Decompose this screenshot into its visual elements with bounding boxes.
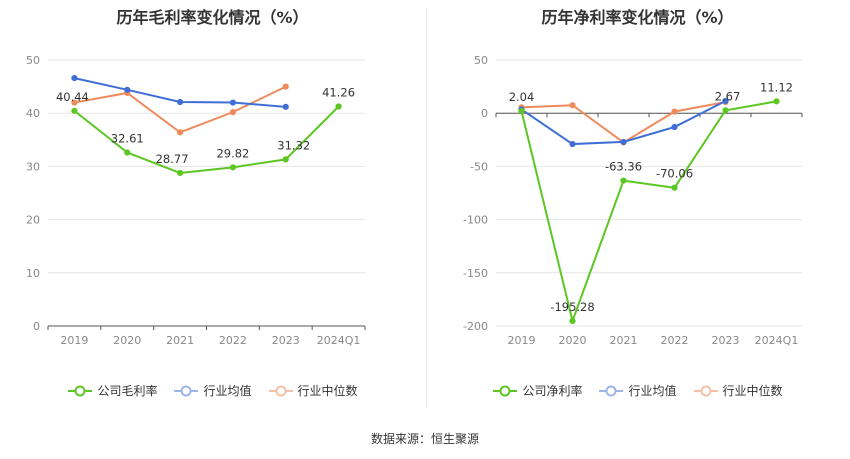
series-point-0[interactable]	[282, 156, 289, 163]
legend-marker-avg-icon	[599, 385, 624, 396]
legend-marker-median-icon	[268, 385, 293, 396]
series-point-0[interactable]	[335, 103, 342, 110]
x-tick-label: 2023	[272, 334, 300, 347]
data-label: 28.77	[156, 152, 189, 166]
x-tick-label: 2019	[508, 334, 536, 347]
series-point-0[interactable]	[773, 98, 780, 105]
data-label: 40.44	[56, 90, 89, 104]
x-tick-label: 2019	[60, 334, 88, 347]
x-tick-label: 2020	[559, 334, 587, 347]
y-tick-label: -200	[463, 320, 488, 333]
x-tick-label: 2021	[610, 334, 638, 347]
series-point-0[interactable]	[71, 107, 78, 114]
net-margin-chart: -200 -150 -100 -50 0 50 2019 2020 2021 2022 2023 20…	[463, 54, 803, 347]
series-point-1[interactable]	[671, 123, 678, 131]
legend-marker-company-icon	[493, 385, 518, 396]
series-point-1[interactable]	[229, 99, 237, 106]
x-tick-label: 2020	[113, 334, 141, 347]
y-tick-label: 30	[26, 160, 40, 173]
series-point-0[interactable]	[176, 169, 184, 177]
x-tick-label: 2024Q1	[317, 334, 361, 347]
series-point-1[interactable]	[124, 86, 131, 93]
series-line-0	[520, 100, 777, 325]
y-tick-label: 20	[26, 214, 40, 227]
x-tick-label: 2021	[166, 334, 194, 347]
legend-item-company[interactable]: 公司净利率	[492, 382, 582, 399]
y-tick-label: 50	[474, 54, 488, 67]
data-label: 41.26	[322, 85, 355, 99]
data-label: 29.82	[216, 146, 249, 160]
y-tick-label: -50	[470, 160, 488, 173]
x-tick-label: 2024Q1	[755, 334, 799, 347]
series-point-0[interactable]	[518, 107, 525, 115]
series-point-2[interactable]	[229, 109, 237, 116]
series-point-1[interactable]	[176, 98, 184, 106]
x-tick-label: 2023	[712, 334, 740, 347]
series-point-0[interactable]	[671, 184, 678, 191]
net-margin-panel: 历年净利率变化情况（%） -200 -150 -100 -50 0 50 2019 2020 2…	[425, 0, 850, 420]
series-point-0[interactable]	[229, 164, 237, 171]
data-label: 11.12	[760, 80, 793, 94]
y-tick-label: 10	[26, 267, 40, 280]
legend-item-avg[interactable]: 行业均值	[173, 382, 252, 399]
legend-label-company: 公司毛利率	[97, 384, 158, 398]
series-point-0[interactable]	[124, 149, 131, 156]
y-tick-label: 50	[26, 54, 40, 67]
data-label: -63.36	[605, 160, 642, 174]
data-label: -70.06	[656, 167, 693, 181]
y-tick-label: -150	[463, 267, 488, 280]
series-point-2[interactable]	[282, 83, 289, 90]
x-tick-label: 2022	[219, 334, 247, 347]
panel-divider	[426, 8, 427, 408]
legend-label-avg: 行业均值	[628, 384, 677, 398]
x-tick-label: 2022	[661, 334, 689, 347]
net-margin-legend: 公司净利率 行业均值 行业中位数	[425, 382, 850, 399]
series-point-1[interactable]	[569, 140, 576, 148]
gross-margin-panel: 历年毛利率变化情况（%） 0 10 20 30 40 50 2019 2020 2021 2022…	[0, 0, 425, 420]
series-point-1[interactable]	[71, 74, 78, 82]
legend-label-avg: 行业均值	[203, 384, 252, 398]
series-point-1[interactable]	[282, 103, 289, 110]
gross-margin-title: 历年毛利率变化情况（%）	[116, 8, 309, 27]
series-point-1[interactable]	[722, 97, 729, 105]
series-point-1[interactable]	[620, 138, 627, 146]
legend-marker-avg-icon	[174, 385, 199, 396]
y-tick-label: 40	[26, 107, 40, 120]
series-point-2[interactable]	[569, 102, 576, 109]
data-label: 31.32	[277, 138, 310, 152]
legend-item-median[interactable]: 行业中位数	[693, 382, 783, 399]
legend-marker-median-icon	[693, 385, 718, 396]
series-point-2[interactable]	[671, 108, 678, 115]
net-margin-title: 历年净利率变化情况（%）	[541, 8, 734, 27]
legend-item-company[interactable]: 公司毛利率	[67, 382, 157, 399]
data-label: 2.04	[509, 90, 535, 104]
y-tick-label: -100	[463, 214, 488, 227]
legend-marker-company-icon	[68, 385, 93, 396]
y-tick-label: 0	[33, 320, 40, 333]
legend-item-median[interactable]: 行业中位数	[268, 382, 358, 399]
data-label: 32.61	[111, 132, 144, 146]
series-point-0[interactable]	[722, 107, 729, 114]
data-label: -195.28	[550, 300, 594, 314]
legend-item-avg[interactable]: 行业均值	[598, 382, 677, 399]
series-line-2	[74, 85, 287, 134]
data-label: 2.67	[715, 89, 741, 103]
series-point-2[interactable]	[71, 99, 78, 106]
gross-margin-chart: 0 10 20 30 40 50 2019 2020 2021 2022 2023 2024Q1 40.…	[26, 54, 366, 347]
series-line-2	[521, 101, 726, 144]
gross-margin-legend: 公司毛利率 行业均值 行业中位数	[0, 382, 425, 399]
y-tick-label: 0	[481, 107, 488, 120]
series-line-0	[73, 105, 340, 174]
series-point-2[interactable]	[176, 129, 184, 136]
legend-label-median: 行业中位数	[722, 384, 783, 398]
series-point-0[interactable]	[569, 317, 576, 325]
data-source-note: 数据来源：恒生聚源	[370, 432, 479, 446]
legend-label-company: 公司净利率	[522, 384, 583, 398]
legend-label-median: 行业中位数	[297, 384, 358, 398]
series-point-0[interactable]	[620, 177, 627, 184]
